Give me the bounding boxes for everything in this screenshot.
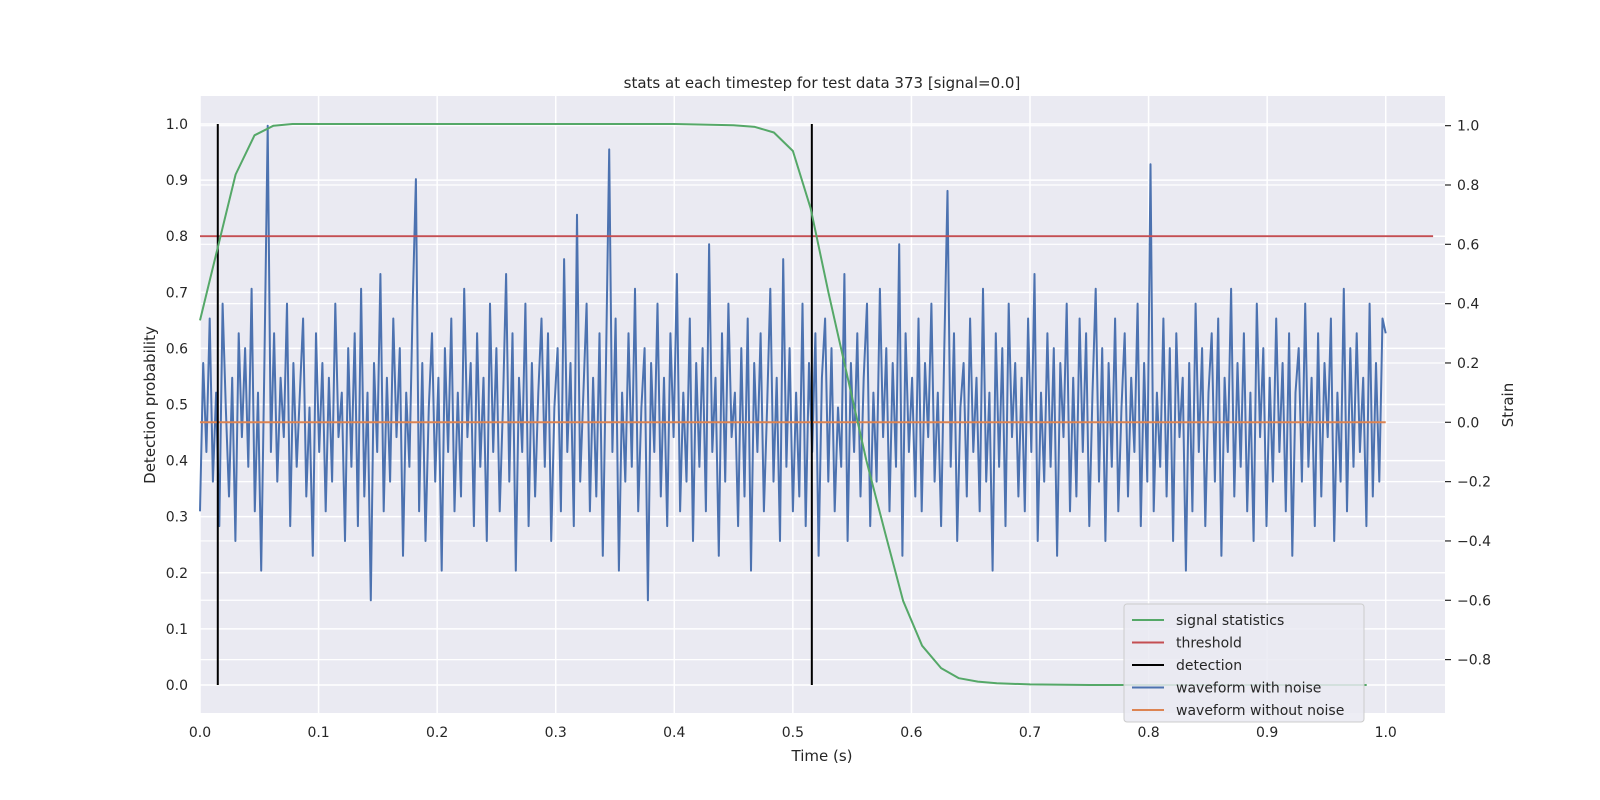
legend-entry: threshold bbox=[1176, 636, 1242, 652]
y-right-tick-label: −0.4 bbox=[1457, 534, 1491, 550]
x-tick-label: 0.9 bbox=[1256, 725, 1278, 741]
x-tick-label: 1.0 bbox=[1375, 725, 1397, 741]
y-right-tick-label: 0.2 bbox=[1457, 356, 1479, 372]
y-right-tick-label: 1.0 bbox=[1457, 119, 1479, 135]
y-right-tick-label: −0.2 bbox=[1457, 475, 1491, 491]
series-waveform-with-noise bbox=[199, 124, 1387, 602]
y-axis-left-label: Detection probability bbox=[141, 326, 159, 484]
legend-entry: signal statistics bbox=[1176, 613, 1284, 629]
series-layer bbox=[199, 123, 1434, 686]
x-tick-label: 0.7 bbox=[1019, 725, 1041, 741]
x-tick-label: 0.1 bbox=[307, 725, 329, 741]
legend-entry: detection bbox=[1176, 658, 1242, 674]
chart-title: stats at each timestep for test data 373… bbox=[624, 74, 1021, 92]
y-axis-left: 0.0 0.1 0.2 0.3 0.4 0.5 0.6 0.7 0.8 0.9 1.0 bbox=[166, 117, 188, 694]
y-right-tick-label: 0.0 bbox=[1457, 415, 1479, 431]
y-axis-right: −0.8 −0.6 −0.4 −0.2 0.0 0.2 0.4 0.6 0.8 1.0 bbox=[1445, 119, 1491, 669]
y-left-tick-label: 0.1 bbox=[166, 622, 188, 638]
x-tick-label: 0.4 bbox=[663, 725, 685, 741]
x-tick-label: 0.0 bbox=[189, 725, 211, 741]
series-signal-statistics bbox=[199, 123, 1367, 686]
legend-entry: waveform without noise bbox=[1176, 703, 1344, 719]
x-tick-label: 0.5 bbox=[782, 725, 804, 741]
y-left-tick-label: 0.8 bbox=[166, 229, 188, 245]
y-left-tick-label: 0.7 bbox=[166, 285, 188, 301]
x-axis-label: Time (s) bbox=[791, 747, 853, 765]
x-tick-label: 0.8 bbox=[1137, 725, 1159, 741]
legend-entry: waveform with noise bbox=[1176, 681, 1321, 697]
y-left-tick-label: 0.2 bbox=[166, 566, 188, 582]
x-tick-label: 0.6 bbox=[900, 725, 922, 741]
y-axis-right-label: Strain bbox=[1499, 383, 1517, 427]
y-left-tick-label: 0.6 bbox=[166, 341, 188, 357]
y-left-tick-label: 0.0 bbox=[166, 678, 188, 694]
y-left-tick-label: 0.3 bbox=[166, 510, 188, 526]
y-left-tick-label: 0.5 bbox=[166, 398, 188, 414]
x-axis: 0.0 0.1 0.2 0.3 0.4 0.5 0.6 0.7 0.8 0.9 1.0 bbox=[189, 725, 1397, 741]
y-right-tick-label: −0.8 bbox=[1457, 653, 1491, 669]
y-right-tick-label: 0.4 bbox=[1457, 297, 1479, 313]
y-right-tick-label: 0.8 bbox=[1457, 178, 1479, 194]
y-left-tick-label: 1.0 bbox=[166, 117, 188, 133]
x-tick-label: 0.3 bbox=[545, 725, 567, 741]
legend-box bbox=[1123, 603, 1365, 723]
legend: signal statistics threshold detection wavef… bbox=[1123, 603, 1365, 723]
y-right-tick-label: −0.6 bbox=[1457, 593, 1491, 609]
y-right-tick-label: 0.6 bbox=[1457, 237, 1479, 253]
y-left-tick-label: 0.9 bbox=[166, 173, 188, 189]
x-tick-label: 0.2 bbox=[426, 725, 448, 741]
y-left-tick-label: 0.4 bbox=[166, 454, 188, 470]
